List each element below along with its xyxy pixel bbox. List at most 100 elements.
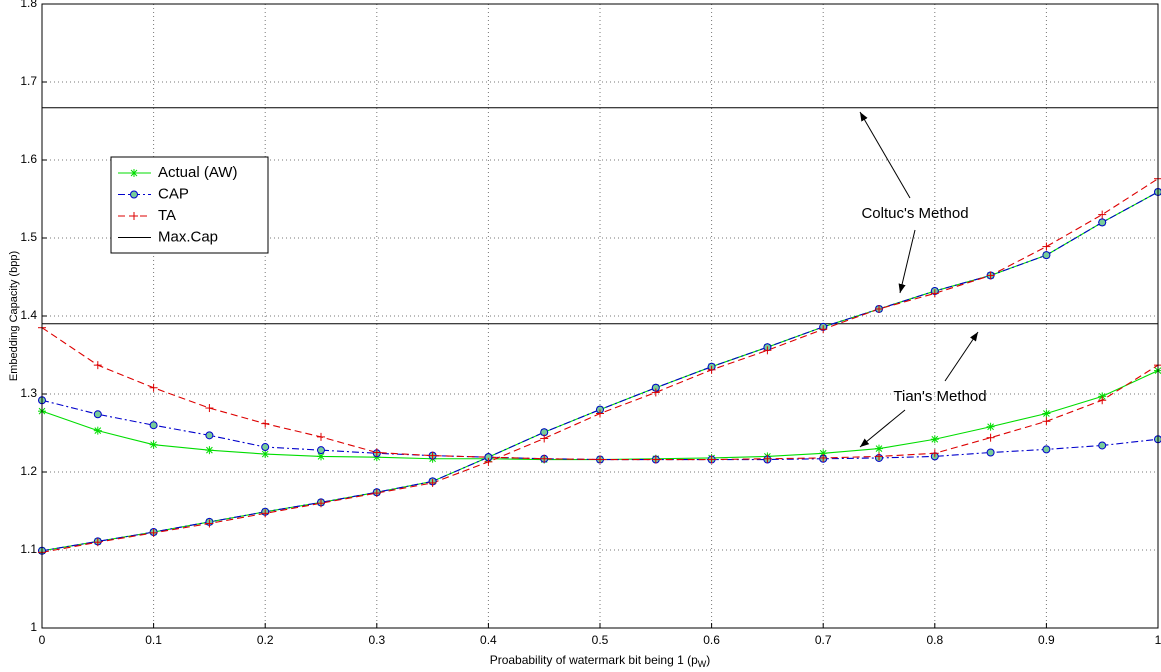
marker-circle <box>93 410 102 419</box>
marker-star <box>205 446 214 455</box>
marker-circle <box>205 431 214 440</box>
marker-star <box>1042 409 1051 418</box>
annotation-arrow <box>859 409 906 448</box>
marker-circle <box>1098 218 1107 227</box>
x-axis-label-sub: W <box>698 659 707 669</box>
marker-plus <box>819 325 828 334</box>
marker-stroke <box>317 453 325 460</box>
marker-plus <box>1042 242 1051 251</box>
legend-label: Actual (AW) <box>158 164 237 181</box>
marker-plus <box>540 434 549 443</box>
marker-plus <box>261 419 270 428</box>
marker-plus <box>93 361 102 370</box>
marker-plus <box>651 388 660 397</box>
y-tick-label: 1.3 <box>20 386 37 400</box>
marker-circle <box>1098 441 1107 450</box>
marker-plus <box>763 454 772 463</box>
x-tick-label: 0.7 <box>815 633 832 647</box>
x-tick-label: 0.8 <box>926 633 943 647</box>
series-line <box>41 399 1159 461</box>
annotation: Tian's Method <box>893 388 986 405</box>
marker-star <box>130 169 138 177</box>
marker-plus <box>428 451 437 460</box>
x-axis-label-end: ) <box>706 653 710 667</box>
marker-plus <box>819 453 828 462</box>
marker-plus <box>205 404 214 413</box>
marker-circle <box>317 446 325 455</box>
y-tick-label: 1.1 <box>20 542 37 556</box>
marker-circle <box>1042 445 1051 454</box>
x-tick-label: 0.5 <box>592 633 609 647</box>
plot-frame <box>41 3 1159 629</box>
marker-circle <box>1042 251 1051 260</box>
marker-plus <box>1098 210 1107 219</box>
marker-circle <box>130 190 138 199</box>
marker-plus <box>372 448 381 457</box>
marker-circle <box>261 443 270 452</box>
marker-plus <box>1042 417 1051 426</box>
marker-circle <box>1098 218 1107 227</box>
marker-plus <box>540 454 549 463</box>
marker-circle <box>149 421 158 430</box>
legend-label: CAP <box>158 185 189 202</box>
marker-plus <box>707 455 716 464</box>
marker-plus <box>205 519 214 528</box>
legend-label: TA <box>158 207 176 224</box>
marker-plus <box>763 346 772 355</box>
marker-plus <box>986 433 995 442</box>
marker-plus <box>428 478 437 487</box>
y-tick-label: 1 <box>30 620 37 634</box>
marker-star <box>261 450 270 459</box>
legend-label: Max.Cap <box>158 228 218 245</box>
marker-circle <box>1042 445 1051 454</box>
marker-plus <box>484 457 493 466</box>
marker-plus <box>651 455 660 464</box>
marker-circle <box>1098 441 1107 450</box>
marker-star <box>930 435 939 444</box>
marker-stroke <box>1043 410 1050 417</box>
marker-plus <box>875 304 883 313</box>
marker-stroke <box>130 169 138 177</box>
x-axis-label: Proabability of watermark bit being 1 (p… <box>490 653 711 669</box>
marker-circle <box>205 431 214 440</box>
marker-plus <box>596 455 604 464</box>
x-tick-label: 0 <box>39 633 46 647</box>
marker-stroke <box>931 435 939 443</box>
y-tick-label: 1.5 <box>20 230 37 244</box>
marker-plus <box>707 365 716 374</box>
y-tick-label: 1.8 <box>20 0 37 10</box>
y-tick-label: 1.4 <box>20 308 37 322</box>
marker-plus <box>149 383 158 392</box>
marker-plus <box>130 212 138 220</box>
marker-plus <box>930 449 939 458</box>
marker-circle <box>93 410 102 419</box>
x-tick-label: 0.9 <box>1038 633 1055 647</box>
marker-circle <box>149 421 158 430</box>
marker-circle <box>317 446 325 455</box>
x-tick-label: 0.3 <box>368 633 385 647</box>
marker-circle <box>1042 251 1051 260</box>
x-tick-label: 0.2 <box>257 633 274 647</box>
marker-stroke <box>875 445 883 452</box>
y-tick-label: 1.7 <box>20 74 37 88</box>
marker-star <box>875 444 883 453</box>
x-tick-label: 0.1 <box>145 633 162 647</box>
marker-plus <box>1098 396 1107 405</box>
marker-stroke <box>987 423 994 431</box>
marker-plus <box>930 289 939 298</box>
marker-stroke <box>261 450 269 458</box>
marker-star <box>149 440 158 449</box>
y-axis-label: Embedding Capacity (bpp) <box>8 251 20 381</box>
marker-stroke <box>150 441 157 449</box>
marker-plus <box>875 452 883 461</box>
marker-stroke <box>94 427 102 435</box>
y-tick-label: 1.2 <box>20 464 37 478</box>
marker-star <box>986 422 995 431</box>
marker-circle <box>261 443 270 452</box>
marker-plus <box>93 538 102 547</box>
marker-stroke <box>206 446 213 454</box>
marker-plus <box>317 499 325 508</box>
annotation-arrow <box>944 331 979 382</box>
marker-plus <box>372 489 381 498</box>
